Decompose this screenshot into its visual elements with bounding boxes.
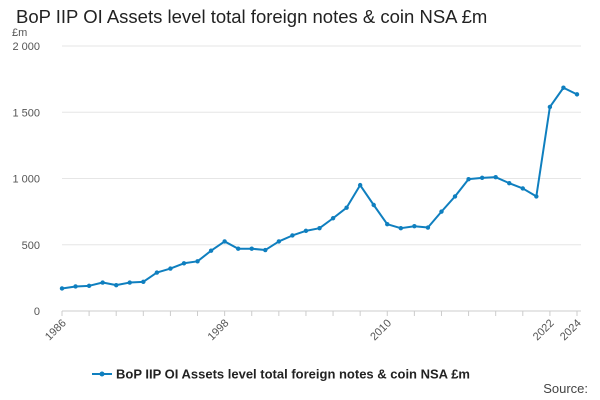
- x-tick-label: 1986: [43, 317, 69, 343]
- x-tick-label: 2024: [558, 317, 584, 343]
- data-point: [290, 233, 295, 238]
- data-point: [398, 225, 404, 231]
- data-point: [561, 85, 566, 90]
- data-point: [195, 259, 200, 264]
- data-point: [547, 104, 553, 110]
- x-axis: [61, 310, 581, 316]
- data-point: [520, 186, 525, 191]
- data-point: [276, 239, 282, 244]
- data-point: [208, 248, 214, 253]
- data-point: [479, 175, 485, 181]
- data-point: [168, 266, 173, 271]
- data-point: [73, 284, 78, 289]
- legend-marker: [99, 371, 105, 377]
- legend-label: BoP IIP OI Assets level total foreign no…: [116, 367, 470, 382]
- data-point: [371, 202, 376, 208]
- y-tick-label: 500: [22, 240, 40, 252]
- data-point: [263, 247, 268, 253]
- data-point: [127, 280, 132, 285]
- legend: BoP IIP OI Assets level total foreign no…: [92, 367, 470, 382]
- x-tick-label: 2022: [531, 317, 557, 343]
- series-layer: [59, 85, 580, 291]
- y-tick-label: 1 000: [12, 174, 40, 186]
- data-point: [439, 209, 444, 214]
- x-tick-label: 1998: [206, 317, 232, 343]
- x-axis-tick-labels: 1986 1998 2010 2022 2024: [43, 317, 584, 343]
- data-point: [344, 205, 349, 210]
- data-point: [100, 280, 105, 285]
- y-axis-tick-labels: 0 500 1 000 1 500 2 000 £m: [12, 27, 40, 318]
- data-point: [249, 246, 254, 251]
- data-point: [357, 182, 363, 188]
- data-point: [385, 222, 390, 227]
- data-point: [141, 279, 146, 285]
- data-point: [507, 180, 512, 186]
- data-point: [534, 194, 539, 199]
- data-point: [330, 216, 336, 221]
- data-point: [412, 224, 417, 229]
- data-point: [86, 283, 92, 289]
- y-axis-unit-label: £m: [12, 27, 27, 39]
- chart-title: BoP IIP OI Assets level total foreign no…: [16, 6, 488, 27]
- source-label: Source:: [543, 381, 588, 396]
- data-point: [466, 176, 471, 182]
- data-point: [181, 261, 187, 266]
- series-line: [61, 86, 578, 290]
- data-point: [493, 174, 498, 180]
- y-tick-label: 2 000: [12, 41, 40, 53]
- data-point: [452, 194, 458, 199]
- data-point: [154, 270, 160, 275]
- x-tick-label: 2010: [368, 317, 394, 343]
- data-point: [303, 228, 309, 234]
- data-point: [59, 286, 65, 291]
- y-tick-label: 1 500: [12, 107, 40, 119]
- y-tick-label: 0: [34, 306, 40, 318]
- data-point: [114, 282, 119, 288]
- data-point: [425, 225, 431, 230]
- gridlines: [62, 45, 581, 246]
- data-point: [235, 246, 241, 251]
- data-point: [222, 239, 227, 244]
- data-point: [317, 225, 322, 231]
- data-point: [574, 92, 580, 97]
